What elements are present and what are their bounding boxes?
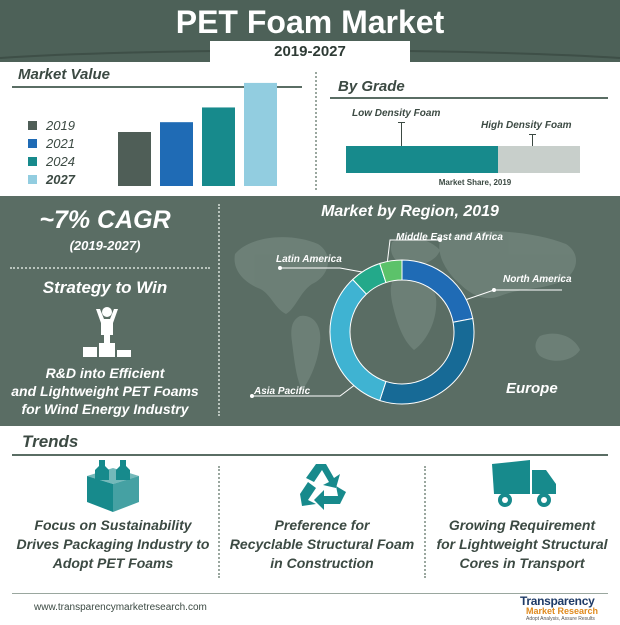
page-subtitle: 2019-2027 <box>210 41 410 63</box>
leader-dot <box>250 394 254 398</box>
leader-line <box>280 267 363 273</box>
trend-line: Cores in Transport <box>459 555 585 571</box>
trend-line: Focus on Sustainability <box>34 517 192 533</box>
bar-2019 <box>118 132 151 186</box>
logo-line: Transparency <box>520 594 595 608</box>
world-map-icon <box>234 231 580 390</box>
strategy-title: Strategy to Win <box>42 278 168 297</box>
strategy-line: and Lightweight PET Foams <box>11 383 199 399</box>
legend-swatch <box>28 174 37 184</box>
high-density-label: High Density Foam <box>481 120 572 131</box>
region-label-europe: Europe <box>506 380 558 397</box>
strategy-text: R&D into Efficient and Lightweight PET F… <box>0 364 210 418</box>
region-label-apac: Asia Pacific <box>254 386 311 397</box>
strategy-line: for Wind Energy Industry <box>21 401 189 417</box>
section-divider <box>12 454 608 456</box>
slice-north-america <box>401 259 474 323</box>
slice-asia-pacific <box>329 278 387 402</box>
recycle-icon <box>300 464 346 510</box>
legend-swatch <box>28 156 37 166</box>
footer-url[interactable]: www.transparencymarketresearch.com <box>34 602 207 613</box>
leader-line <box>532 134 533 146</box>
header-banner: PET Foam Market 2019-2027 <box>0 0 620 63</box>
trends-title: Trends <box>22 432 79 451</box>
trend-line: Adopt PET Foams <box>52 555 174 571</box>
leader-line <box>386 239 438 266</box>
region-donut-chart <box>250 238 562 405</box>
market-value-legend: 2019 2021 2024 2027 <box>28 116 75 188</box>
page-title: PET Foam Market <box>175 4 445 40</box>
legend-label: 2024 <box>46 153 75 169</box>
leader-dot <box>492 288 496 292</box>
legend-swatch <box>28 138 37 148</box>
trend-line: Recyclable Structural Foam <box>229 536 415 552</box>
trend-text: Growing Requirement for Lightweight Stru… <box>422 516 620 573</box>
bar-2024 <box>202 107 235 186</box>
section-divider <box>10 267 210 269</box>
legend-item: 2021 <box>28 134 75 152</box>
winner-podium-icon <box>83 307 131 357</box>
trend-line: Growing Requirement <box>448 517 596 533</box>
slice-europe <box>379 317 475 405</box>
bar-2027 <box>244 82 277 186</box>
leader-line <box>464 289 562 301</box>
trend-line: in Construction <box>270 555 374 571</box>
legend-swatch <box>28 120 37 130</box>
trend-text: Focus on Sustainability Drives Packaging… <box>13 516 213 573</box>
trend-line: Preference for <box>274 517 370 533</box>
trend-text: Preference for Recyclable Structural Foa… <box>222 516 422 573</box>
leader-dot <box>438 238 442 242</box>
region-label-na: North America <box>503 274 572 285</box>
region-label-latam: Latin America <box>276 254 342 265</box>
region-chart-title: Market by Region, 2019 <box>321 203 499 220</box>
legend-item: 2024 <box>28 152 75 170</box>
trend-line: for Lightweight Structural <box>436 536 608 552</box>
logo-line: Market Research <box>526 606 599 616</box>
cagr-period: (2019-2027) <box>69 238 141 253</box>
grade-caption: Market Share, 2019 <box>438 178 512 187</box>
donut-slices <box>329 259 475 405</box>
market-value-title: Market Value <box>18 66 110 83</box>
delivery-truck-icon <box>492 460 556 507</box>
market-value-chart <box>118 82 277 186</box>
section-divider <box>330 97 608 99</box>
legend-item: 2027 <box>28 170 75 188</box>
section-divider <box>218 466 220 578</box>
slice-middle-east-and-africa <box>379 259 403 284</box>
bar-2021 <box>160 122 193 186</box>
leader-line <box>401 122 402 146</box>
legend-label: 2019 <box>46 117 75 133</box>
legend-label: 2021 <box>46 135 75 151</box>
packaging-boxes-icon <box>87 460 139 512</box>
company-logo: Transparency Market Research Adopt Analy… <box>520 594 612 622</box>
legend-label: 2027 <box>46 171 75 187</box>
section-divider <box>424 466 426 578</box>
section-divider <box>12 86 302 88</box>
section-divider <box>218 204 220 416</box>
low-density-bar <box>346 146 499 173</box>
footer-divider <box>12 593 608 594</box>
logo-line: Adopt Analysis, Assure Results <box>526 616 595 622</box>
by-grade-title: By Grade <box>338 78 405 95</box>
region-label-mea: Middle East and Africa <box>396 232 503 243</box>
section-divider <box>315 72 317 190</box>
high-density-bar <box>498 146 580 173</box>
leader-dot <box>278 266 282 270</box>
strategy-line: R&D into Efficient <box>45 365 165 381</box>
low-density-label: Low Density Foam <box>352 108 441 119</box>
cagr-value: ~7% CAGR <box>39 206 171 234</box>
legend-item: 2019 <box>28 116 75 134</box>
trend-line: Drives Packaging Industry to <box>16 536 210 552</box>
